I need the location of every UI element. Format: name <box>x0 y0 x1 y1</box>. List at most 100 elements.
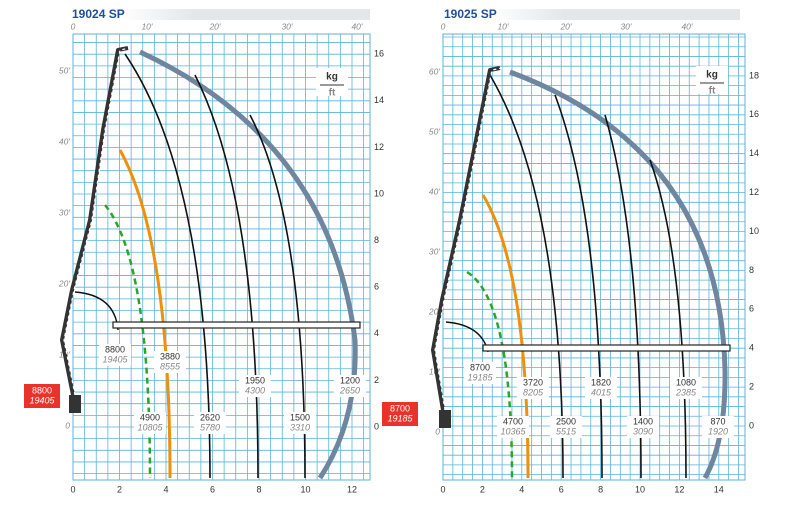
load-lbs: 5515 <box>556 426 577 436</box>
unit-kg: kg <box>326 72 338 83</box>
load-label-bg <box>154 351 186 373</box>
bottom-m-tick: 0 <box>70 484 75 494</box>
highlight-box <box>382 402 418 426</box>
load-kg: 1500 <box>290 412 310 422</box>
top-ft-tick: 0 <box>441 21 446 31</box>
title-bar <box>490 9 740 20</box>
load-kg: 4700 <box>503 416 523 426</box>
left-ft-tick: 50' <box>429 126 440 136</box>
load-label-bg <box>627 416 659 438</box>
unit-box-bg <box>316 68 348 96</box>
plot-frame <box>72 33 371 481</box>
right-m-tick: 8 <box>374 235 379 245</box>
load-label-bg <box>670 377 702 399</box>
load-label-bg <box>464 362 496 384</box>
load-lbs: 4300 <box>245 385 265 395</box>
load-kg: 870 <box>710 416 725 426</box>
load-curve <box>124 53 211 479</box>
load-kg: 4900 <box>140 412 160 422</box>
bottom-m-tick: 6 <box>559 484 564 494</box>
right-m-tick: 18 <box>749 70 759 80</box>
top-ft-tick: 0 <box>71 21 76 31</box>
left-ft-tick: 60' <box>429 66 440 76</box>
right-m-tick: 12 <box>749 187 759 197</box>
crane-boom <box>431 66 501 411</box>
load-curve-green <box>104 204 152 479</box>
highlight-box <box>24 384 60 408</box>
load-label-bg <box>284 412 316 434</box>
bottom-m-tick: 4 <box>519 484 524 494</box>
unit-ft: ft <box>709 86 716 97</box>
bottom-m-tick: 10 <box>635 484 645 494</box>
load-label-bg <box>585 377 617 399</box>
highlight-lbs: 19405 <box>29 395 55 405</box>
right-m-tick: 2 <box>374 375 379 385</box>
crane-base <box>69 395 81 413</box>
plot-frame <box>442 33 746 481</box>
load-kg: 8800 <box>105 344 125 354</box>
bottom-m-tick: 0 <box>440 484 445 494</box>
left-ft-tick: 40' <box>429 186 440 196</box>
load-lbs: 3310 <box>290 422 310 432</box>
load-kg: 8700 <box>470 362 490 372</box>
highlight-kg: 8800 <box>32 385 52 395</box>
load-kg: 1080 <box>676 377 696 387</box>
left-ft-tick: 50' <box>59 65 70 75</box>
panel-title: 19025 SP <box>444 7 497 21</box>
load-label-bg <box>497 416 529 438</box>
bottom-m-tick: 12 <box>347 484 357 494</box>
load-lbs: 10805 <box>137 422 163 432</box>
load-lbs: 2650 <box>339 385 360 395</box>
unit-kg: kg <box>706 70 718 81</box>
left-ft-tick: 0 <box>65 420 70 430</box>
top-ft-tick: 10' <box>141 21 152 31</box>
load-lbs: 19405 <box>102 354 128 364</box>
left-ft-tick: 0 <box>435 426 440 436</box>
highlight-kg: 8700 <box>390 403 410 413</box>
bottom-m-tick: 8 <box>256 484 261 494</box>
unit-ft: ft <box>329 88 336 99</box>
crane-base <box>439 410 451 428</box>
right-m-tick: 10 <box>374 188 384 198</box>
bottom-m-tick: 4 <box>163 484 168 494</box>
bottom-m-tick: 8 <box>598 484 603 494</box>
bottom-m-tick: 2 <box>117 484 122 494</box>
right-m-tick: 10 <box>749 226 759 236</box>
crane-boom-inner <box>434 67 503 411</box>
load-kg: 3880 <box>160 351 180 361</box>
top-ft-tick: 30' <box>620 21 631 31</box>
unit-box-bg <box>696 66 728 94</box>
top-ft-tick: 10' <box>497 21 508 31</box>
load-lbs: 2385 <box>675 387 697 397</box>
load-label-bg <box>517 377 549 399</box>
right-m-tick: 6 <box>749 304 754 314</box>
outer-reach-curve <box>509 69 728 480</box>
load-lbs: 1920 <box>708 426 728 436</box>
load-lbs: 19185 <box>467 372 493 382</box>
load-lbs: 3090 <box>633 426 653 436</box>
right-m-tick: 14 <box>749 148 759 158</box>
right-m-tick: 14 <box>374 95 384 105</box>
load-kg: 2500 <box>556 416 576 426</box>
load-curve <box>554 94 603 479</box>
horizontal-boom <box>482 344 731 352</box>
load-label-bg <box>239 375 271 397</box>
load-label-bg <box>334 375 366 397</box>
bottom-m-tick: 12 <box>674 484 684 494</box>
load-label-bg <box>702 416 734 438</box>
right-m-tick: 2 <box>749 381 754 391</box>
load-kg: 1200 <box>340 375 360 385</box>
bottom-m-tick: 2 <box>480 484 485 494</box>
right-m-tick: 0 <box>374 421 379 431</box>
right-m-tick: 16 <box>374 49 384 59</box>
load-chart-panel: 19025 SP0 10' 20' 30' 40'60'50'40'30'20'10'0… <box>382 7 759 494</box>
top-ft-tick: 40' <box>351 21 362 31</box>
load-kg: 2620 <box>200 412 220 422</box>
bottom-m-tick: 14 <box>714 484 724 494</box>
crane-boom-inner <box>63 47 131 396</box>
load-lbs: 8205 <box>523 387 544 397</box>
load-kg: 1400 <box>633 416 653 426</box>
right-m-tick: 0 <box>749 420 754 430</box>
load-label-bg <box>134 412 166 434</box>
